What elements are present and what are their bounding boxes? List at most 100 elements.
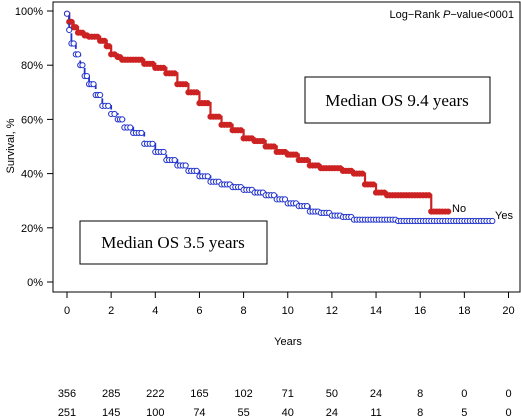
median-yes-box	[79, 220, 268, 265]
y-tick-label: 80%	[21, 60, 43, 72]
risk-count-no: 71	[282, 388, 294, 400]
series-point-no	[370, 181, 377, 188]
series-point-no	[425, 192, 433, 199]
risk-count-yes: 40	[282, 407, 294, 419]
series-point-yes	[303, 203, 311, 210]
risk-count-yes: 74	[193, 407, 205, 419]
series-point-no	[215, 113, 222, 120]
risk-count-no: 102	[234, 388, 252, 400]
x-tick-label: 14	[370, 305, 382, 317]
x-tick-label: 10	[282, 305, 294, 317]
x-tick-label: 18	[458, 305, 470, 317]
series-point-yes	[70, 40, 77, 47]
series-point-yes	[97, 91, 104, 99]
risk-count-no: 285	[102, 388, 120, 400]
series-point-yes	[270, 192, 278, 199]
series-point-yes	[182, 162, 189, 169]
series-point-yes	[138, 129, 145, 137]
risk-count-no: 222	[146, 388, 164, 400]
y-tick-label: 40%	[21, 169, 43, 181]
y-tick-label: 20%	[21, 223, 43, 235]
series-point-no	[72, 24, 79, 31]
series-point-yes	[74, 51, 82, 58]
series-label-no: No	[452, 203, 466, 215]
risk-count-no: 165	[190, 388, 208, 400]
x-tick-label: 0	[64, 305, 70, 317]
series-point-yes	[111, 110, 118, 118]
risk-count-no: 24	[370, 388, 382, 400]
median-no-label: Median OS 9.4 years	[325, 91, 469, 110]
risk-count-yes: 11	[370, 407, 381, 419]
x-tick-label: 6	[196, 305, 202, 317]
series-point-yes	[105, 102, 112, 109]
x-tick-label: 2	[108, 305, 114, 317]
x-tick-label: 8	[241, 305, 247, 317]
series-point-no	[101, 37, 108, 44]
risk-count-yes: 5	[461, 407, 467, 419]
series-point-no	[292, 151, 300, 158]
y-tick-label: 100%	[15, 6, 43, 18]
series-point-no	[160, 64, 167, 72]
series-point-no	[259, 137, 267, 145]
series-point-yes	[90, 81, 97, 88]
median-no-box	[304, 76, 491, 124]
risk-count-no: 0	[505, 388, 511, 400]
series-label-yes: Yes	[495, 210, 513, 222]
risk-count-no: 50	[326, 388, 338, 400]
pvalue-label: Log−Rank P−value<0001	[390, 9, 514, 21]
y-tick-label: 60%	[21, 114, 43, 126]
series-point-yes	[79, 62, 86, 69]
series-point-no	[68, 18, 75, 25]
series-point-no	[94, 33, 101, 40]
series-point-no	[226, 121, 233, 128]
x-axis: 0 2 4 6 8 10 12 14 16 18 20	[64, 292, 515, 317]
median-yes-label: Median OS 3.5 years	[101, 233, 245, 252]
series-point-no	[270, 143, 278, 150]
risk-count-yes: 251	[58, 407, 76, 419]
risk-count-yes: 55	[237, 407, 249, 419]
series-point-no	[303, 156, 311, 164]
series-point-no	[193, 89, 200, 96]
series-point-no	[171, 70, 178, 77]
series-point-no	[105, 43, 113, 50]
risk-count-no: 356	[58, 388, 76, 400]
series-point-yes	[204, 173, 211, 180]
risk-count-yes: 24	[326, 407, 338, 419]
x-tick-label: 16	[414, 305, 426, 317]
series-point-yes	[66, 26, 73, 34]
series-point-no	[445, 208, 452, 215]
risk-count-yes: 0	[505, 407, 511, 419]
risk-count-yes: 145	[102, 407, 120, 419]
series-point-yes	[149, 140, 156, 147]
series-point-yes	[127, 124, 134, 131]
risk-count-no: 8	[417, 388, 423, 400]
series-point-no	[204, 100, 211, 107]
x-tick-label: 12	[326, 305, 338, 317]
plot-frame	[52, 1, 521, 293]
risk-count-yes: 100	[146, 407, 164, 419]
series-point-yes	[281, 196, 289, 203]
series-point-no	[359, 170, 366, 177]
y-axis: 0% 20% 40% 60% 80% 100%	[15, 6, 53, 289]
series-point-yes	[63, 10, 71, 17]
risk-count-no: 0	[461, 388, 467, 400]
x-tick-label: 20	[502, 305, 514, 317]
y-tick-label: 0%	[27, 277, 43, 289]
series-point-yes	[489, 217, 496, 225]
series-layer	[63, 10, 496, 225]
series-point-yes	[193, 167, 200, 174]
series-point-yes	[171, 156, 178, 164]
series-point-no	[149, 60, 156, 67]
series-point-yes	[83, 72, 90, 80]
series-point-yes	[160, 148, 167, 156]
y-axis-title: Survival, %	[5, 118, 17, 173]
x-tick-label: 4	[152, 305, 158, 317]
x-axis-title: Years	[274, 336, 302, 348]
series-point-no	[138, 56, 145, 63]
series-point-no	[237, 127, 244, 134]
series-point-yes	[119, 116, 126, 123]
series-point-no	[182, 81, 189, 88]
risk-count-yes: 8	[417, 407, 423, 419]
